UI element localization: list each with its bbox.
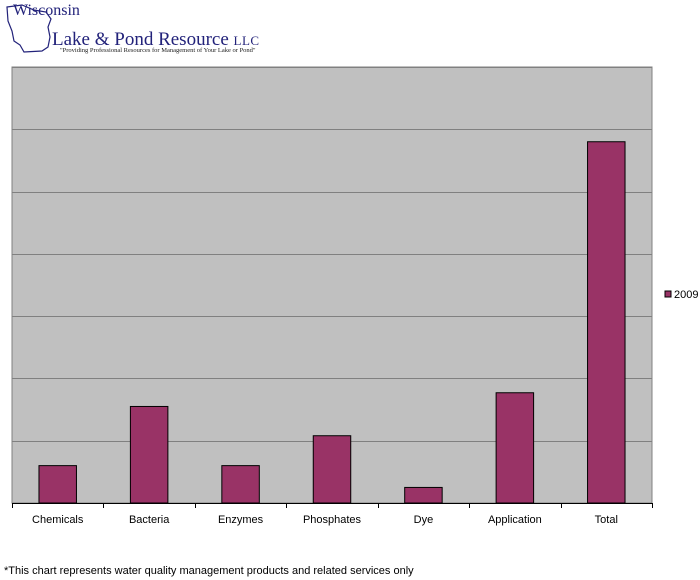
bar-application xyxy=(495,392,535,504)
x-tick-label: Bacteria xyxy=(129,514,170,526)
bar-total xyxy=(587,141,626,504)
bar-bacteria xyxy=(129,405,169,504)
x-tick-label: Enzymes xyxy=(218,514,264,526)
plot-area xyxy=(11,66,653,508)
bar-dye xyxy=(404,486,443,504)
logo-tagline: "Providing Professional Resources for Ma… xyxy=(60,47,256,54)
x-tick-label: Dye xyxy=(414,514,434,526)
legend: 2009 xyxy=(664,289,698,301)
logo-line2: Lake & Pond Resource LLC xyxy=(52,30,260,49)
x-tick-label: Application xyxy=(488,514,542,526)
x-tick-label: Chemicals xyxy=(32,514,84,526)
bar-enzymes xyxy=(221,465,260,504)
wisconsin-state-outline-icon xyxy=(6,4,52,53)
plot-background xyxy=(11,66,653,504)
bar-chemicals xyxy=(38,465,77,504)
legend-swatch xyxy=(664,290,672,298)
logo-line2-text: Lake & Pond Resource xyxy=(52,29,229,50)
bar-chart: Chemicals Bacteria Enzymes Phosphates Dye App… xyxy=(11,66,698,526)
bar-phosphates xyxy=(312,435,352,504)
x-tick-label: Phosphates xyxy=(303,514,362,526)
x-tick-label: Total xyxy=(595,514,618,526)
x-axis-ticks xyxy=(12,503,653,508)
legend-label: 2009 xyxy=(674,289,698,301)
logo-line1-text: Wisconsin xyxy=(13,2,80,19)
bars xyxy=(38,141,626,504)
company-logo: Wisconsin Lake & Pond Resource LLC "Prov… xyxy=(4,3,259,55)
logo-line1: Wisconsin xyxy=(13,3,80,19)
logo-suffix: LLC xyxy=(233,33,260,48)
chart-footnote: *This chart represents water quality man… xyxy=(4,565,414,577)
x-axis-labels: Chemicals Bacteria Enzymes Phosphates Dye App… xyxy=(32,514,618,526)
